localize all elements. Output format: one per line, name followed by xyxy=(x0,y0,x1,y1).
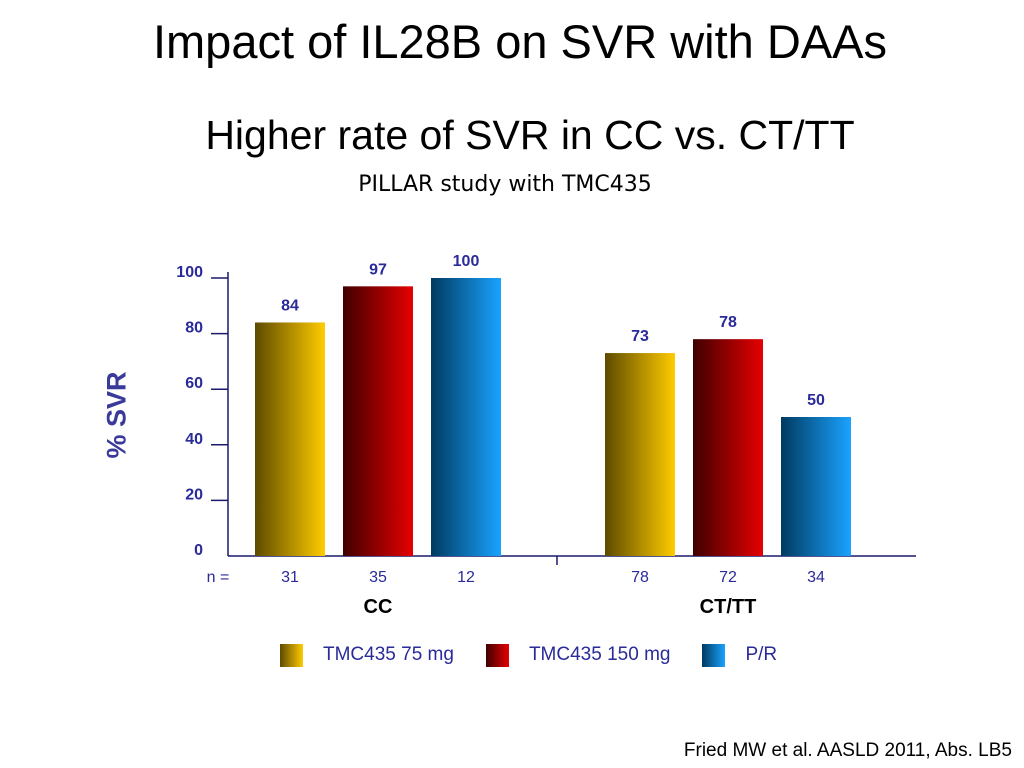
chart-legend: TMC435 75 mg TMC435 150 mg P/R xyxy=(280,643,809,667)
citation: Fried MW et al. AASLD 2011, Abs. LB5 xyxy=(683,740,1012,761)
slide-title: Impact of IL28B on SVR with DAAs xyxy=(152,15,888,68)
legend-label-pr: P/R xyxy=(745,644,778,665)
legend-label-tmc435-75mg: TMC435 75 mg xyxy=(323,644,454,665)
y-tick-label-0: 0 xyxy=(194,542,203,559)
y-tick-label-40: 40 xyxy=(185,431,203,448)
value-label-cc-1: 84 xyxy=(281,297,299,314)
bar-cc-2 xyxy=(343,286,413,556)
legend-swatch-pr xyxy=(702,643,726,667)
group-label-cc: CC xyxy=(364,596,393,618)
bar-ct-tt-2 xyxy=(693,339,763,556)
bar-ct-tt-1 xyxy=(605,353,675,556)
y-tick-label-100: 100 xyxy=(176,264,203,281)
n-value-ct-tt-1: 78 xyxy=(631,569,649,586)
y-tick-label-80: 80 xyxy=(185,320,203,337)
legend-swatch-tmc435-150mg xyxy=(485,643,509,667)
value-label-cc-2: 97 xyxy=(369,261,387,278)
value-label-ct-tt-3: 50 xyxy=(807,392,825,409)
n-value-ct-tt-2: 72 xyxy=(719,569,737,586)
y-tick-label-60: 60 xyxy=(185,375,203,392)
group-label-ct-tt: CT/TT xyxy=(700,596,757,618)
legend-item-tmc435-150mg: TMC435 150 mg xyxy=(485,643,671,667)
bar-ct-tt-3 xyxy=(781,417,851,556)
legend-item-pr: P/R xyxy=(702,643,778,667)
n-value-cc-2: 35 xyxy=(369,569,387,586)
value-label-ct-tt-2: 78 xyxy=(719,314,737,331)
bar-cc-3 xyxy=(431,278,501,556)
y-tick-label-20: 20 xyxy=(185,486,203,503)
n-value-cc-3: 12 xyxy=(457,569,475,586)
study-label: PILLAR study with TMC435 xyxy=(358,172,652,197)
svr-bar-chart: 0 20 40 60 80 100 n = 84 31 97 35 100 12 CC 73 78 78 72 50… xyxy=(176,253,916,618)
n-value-cc-1: 31 xyxy=(281,569,299,586)
legend-item-tmc435-75mg: TMC435 75 mg xyxy=(280,643,454,667)
slide-subtitle: Higher rate of SVR in CC vs. CT/TT xyxy=(205,112,855,158)
n-value-ct-tt-3: 34 xyxy=(807,569,825,586)
value-label-cc-3: 100 xyxy=(453,253,480,270)
value-label-ct-tt-1: 73 xyxy=(631,328,649,345)
legend-swatch-tmc435-75mg xyxy=(280,643,303,667)
bar-cc-1 xyxy=(255,322,325,556)
legend-label-tmc435-150mg: TMC435 150 mg xyxy=(528,644,671,665)
n-count-label: n = xyxy=(207,569,230,586)
